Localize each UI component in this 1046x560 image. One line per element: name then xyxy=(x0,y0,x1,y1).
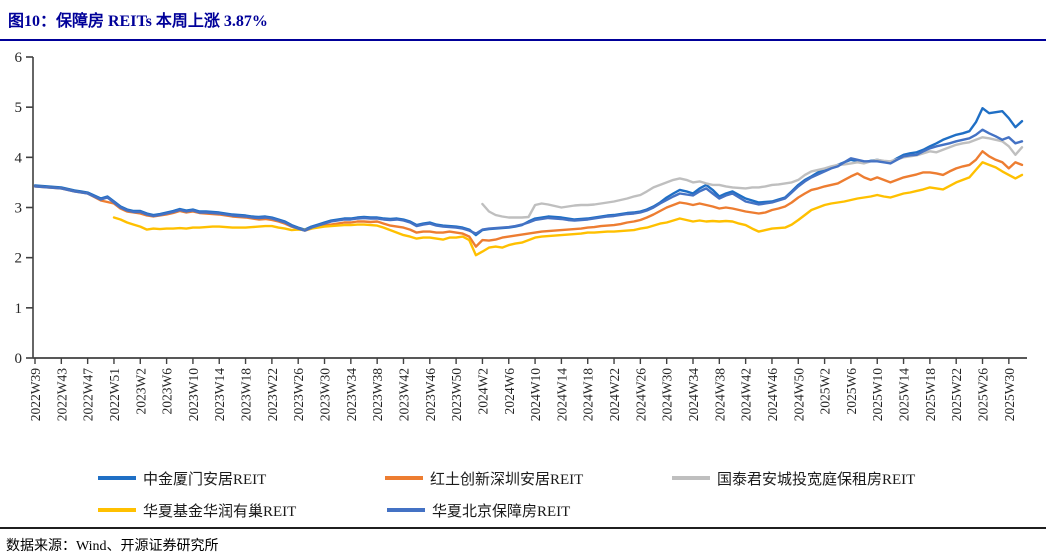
x-axis-tick-label: 2024W18 xyxy=(581,368,596,421)
x-axis-tick-label: 2025W26 xyxy=(976,368,991,421)
x-axis-tick-label: 2025W14 xyxy=(897,368,912,421)
y-axis-tick-label: 3 xyxy=(15,201,23,217)
x-axis-tick-label: 2025W10 xyxy=(870,368,885,421)
x-axis-tick-label: 2023W38 xyxy=(370,368,385,421)
figure-header: 图10：保障房 REITs 本周上涨 3.87% xyxy=(0,0,1046,41)
x-axis-tick-label: 2023W50 xyxy=(449,368,464,421)
x-axis-tick-label: 2023W42 xyxy=(396,368,411,421)
x-axis-tick-label: 2024W6 xyxy=(502,368,517,415)
x-axis-tick-label: 2025W2 xyxy=(818,368,833,415)
x-axis-tick-label: 2024W30 xyxy=(660,368,675,421)
y-axis-tick-label: 0 xyxy=(15,351,23,367)
legend-item-红土创新深圳安居REIT: 红土创新深圳安居REIT xyxy=(385,468,583,488)
x-axis-tick-label: 2023W10 xyxy=(186,368,201,421)
x-axis-tick-label: 2024W14 xyxy=(554,368,569,421)
legend-color-swatch xyxy=(385,476,423,480)
legend-label: 华夏基金华润有巢REIT xyxy=(143,503,297,520)
legend-color-swatch xyxy=(98,476,136,480)
legend-item-华夏北京保障房REIT: 华夏北京保障房REIT xyxy=(387,500,570,520)
x-axis-tick-label: 2024W34 xyxy=(686,368,701,421)
x-axis-tick-label: 2024W26 xyxy=(633,368,648,421)
x-axis-tick-label: 2022W51 xyxy=(107,368,122,421)
series-line-华夏北京保障房REIT xyxy=(33,128,1024,235)
y-axis-tick-label: 2 xyxy=(15,251,23,267)
x-axis-tick-label: 2024W2 xyxy=(475,368,490,415)
legend-label: 红土创新深圳安居REIT xyxy=(430,471,584,488)
legend-color-swatch xyxy=(387,508,425,512)
legend-item-国泰君安城投宽庭保租房REIT: 国泰君安城投宽庭保租房REIT xyxy=(672,468,915,488)
x-axis-tick-label: 2022W39 xyxy=(28,368,43,421)
x-axis-tick-label: 2023W46 xyxy=(423,368,438,421)
chart-area: 0 1 2 3 4 5 6 2022W39 2022W43 2022W47 2022W51 2023W… xyxy=(0,40,1046,455)
chart-legend: 中金厦门安居REIT 红土创新深圳安居REIT 国泰君安城投宽庭保租房REIT 华夏基… xyxy=(0,462,1046,524)
figure-title: 图10：保障房 REITs 本周上涨 3.87% xyxy=(8,13,268,30)
y-axis-tick-label: 6 xyxy=(15,50,23,66)
x-axis-tick-label: 2024W42 xyxy=(739,368,754,421)
legend-label: 中金厦门安居REIT xyxy=(143,471,267,488)
legend-item-华夏基金华润有巢REIT: 华夏基金华润有巢REIT xyxy=(98,500,296,520)
series-line-国泰君安城投宽庭保租房REIT xyxy=(481,136,1024,219)
series-line-华夏基金华润有巢REIT xyxy=(112,161,1024,257)
x-axis-tick-label: 2023W6 xyxy=(160,368,175,415)
x-axis-tick-label: 2023W34 xyxy=(344,368,359,421)
legend-label: 国泰君安城投宽庭保租房REIT xyxy=(717,471,916,488)
figure-footer: 数据来源：Wind、开源证券研究所 xyxy=(0,527,1046,555)
x-axis-tick-label: 2024W50 xyxy=(791,368,806,421)
x-axis-tick-label: 2023W18 xyxy=(239,368,254,421)
x-axis-tick-label: 2022W47 xyxy=(81,368,96,421)
legend-item-中金厦门安居REIT: 中金厦门安居REIT xyxy=(98,468,266,488)
x-axis-tick-label: 2022W43 xyxy=(54,368,69,421)
legend-color-swatch xyxy=(98,508,136,512)
x-axis-tick-label: 2024W10 xyxy=(528,368,543,421)
series-line-红土创新深圳安居REIT xyxy=(33,150,1024,248)
x-axis-tick-label: 2023W22 xyxy=(265,368,280,421)
x-axis-tick-label: 2025W22 xyxy=(949,368,964,421)
x-axis-tick-label: 2024W46 xyxy=(765,368,780,421)
x-axis-tick-label: 2025W18 xyxy=(923,368,938,421)
data-source-note: 数据来源：Wind、开源证券研究所 xyxy=(6,539,219,554)
x-axis-tick-label: 2025W30 xyxy=(1002,368,1017,421)
legend-color-swatch xyxy=(672,476,710,480)
x-axis-tick-label: 2025W6 xyxy=(844,368,859,415)
legend-label: 华夏北京保障房REIT xyxy=(432,503,571,520)
y-axis-tick-label: 5 xyxy=(15,100,23,116)
x-axis-tick-label: 2024W38 xyxy=(712,368,727,421)
x-axis-tick-label: 2023W2 xyxy=(133,368,148,415)
x-axis-tick-label: 2023W14 xyxy=(212,368,227,421)
reit-price-line-chart: 0 1 2 3 4 5 6 2022W39 2022W43 2022W47 2022W51 2023W… xyxy=(15,50,1027,421)
y-axis-tick-label: 4 xyxy=(15,150,23,166)
y-axis-tick-label: 1 xyxy=(15,301,23,317)
x-axis-tick-label: 2023W26 xyxy=(291,368,306,421)
x-axis-tick-label: 2024W22 xyxy=(607,368,622,421)
x-axis-tick-label: 2023W30 xyxy=(318,368,333,421)
